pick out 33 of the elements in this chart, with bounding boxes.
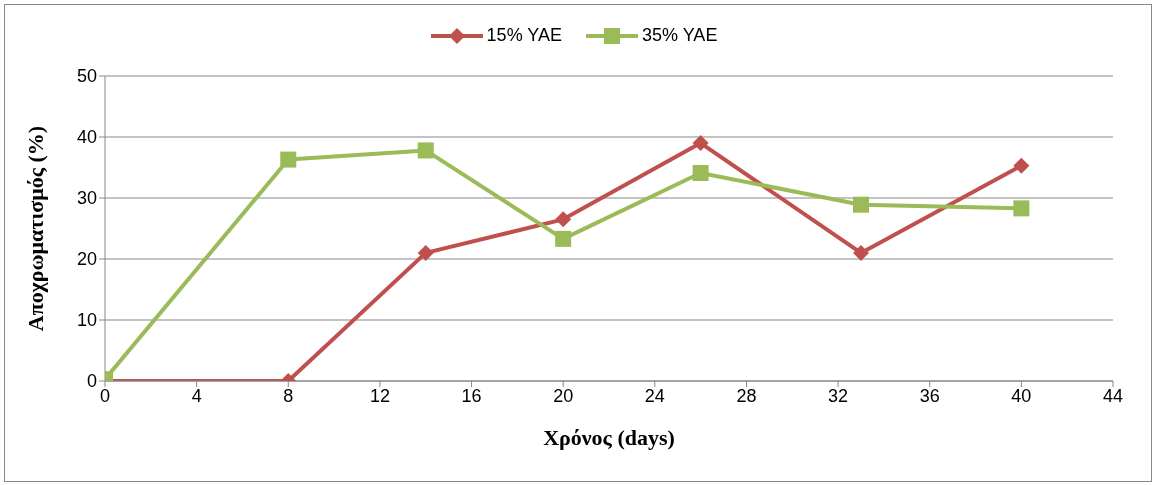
y-tick-label: 10 [76, 310, 97, 331]
x-tick-label: 8 [283, 385, 294, 406]
x-tick-label: 24 [644, 385, 665, 406]
x-tick-label: 12 [369, 385, 390, 406]
y-tick-label: 40 [76, 127, 97, 148]
x-tick-label: 0 [99, 385, 111, 406]
point [1013, 200, 1030, 217]
point [417, 244, 434, 261]
y-axis-title: Αποχρωματισμός (%) [22, 125, 48, 332]
point [555, 211, 572, 228]
point [853, 244, 869, 261]
point [1013, 157, 1030, 174]
point [692, 164, 709, 181]
point [692, 135, 709, 152]
legend-label: 15% YAE [486, 25, 562, 46]
point [555, 230, 572, 247]
legend-label: 35% YAE [642, 25, 718, 46]
x-tick-label: 20 [553, 385, 574, 406]
x-tick-label: 44 [1102, 385, 1124, 406]
y-tick-label: 0 [86, 371, 97, 392]
y-tick-label: 30 [76, 188, 97, 209]
point [280, 151, 297, 168]
y-tick-label: 20 [76, 249, 97, 270]
x-tick-label: 40 [1011, 385, 1032, 406]
point [853, 196, 869, 213]
x-tick-label: 28 [736, 385, 757, 406]
x-tick-label: 32 [828, 385, 849, 406]
x-tick-label: 4 [191, 385, 202, 406]
x-tick-label: 36 [919, 385, 940, 406]
point [417, 142, 434, 159]
x-tick-label: 16 [461, 385, 482, 406]
x-axis-title: Χρόνος (days) [543, 425, 675, 450]
y-tick-label: 50 [76, 66, 97, 87]
